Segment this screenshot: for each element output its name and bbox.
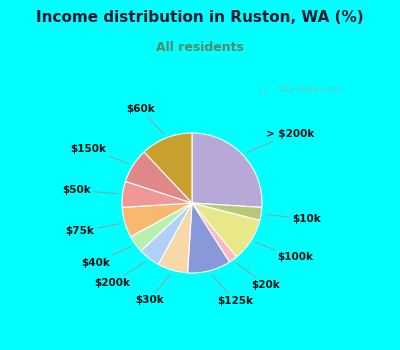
Text: Income distribution in Ruston, WA (%): Income distribution in Ruston, WA (%) xyxy=(36,10,364,25)
Text: $150k: $150k xyxy=(70,144,128,163)
Wedge shape xyxy=(192,133,262,208)
Wedge shape xyxy=(144,133,192,203)
Text: $100k: $100k xyxy=(256,243,314,262)
Text: All residents: All residents xyxy=(156,41,244,54)
Text: $50k: $50k xyxy=(62,185,118,195)
Text: $20k: $20k xyxy=(236,263,280,290)
Wedge shape xyxy=(131,203,192,251)
Wedge shape xyxy=(158,203,192,273)
Wedge shape xyxy=(188,203,230,273)
Text: $40k: $40k xyxy=(81,246,131,268)
Text: ⓘ: ⓘ xyxy=(260,84,266,94)
Text: $125k: $125k xyxy=(212,275,253,306)
Wedge shape xyxy=(122,181,192,208)
Text: $200k: $200k xyxy=(94,261,146,288)
Wedge shape xyxy=(192,203,262,220)
Text: $75k: $75k xyxy=(66,224,120,236)
Text: $10k: $10k xyxy=(266,214,321,224)
Text: $30k: $30k xyxy=(135,274,170,306)
Text: > $200k: > $200k xyxy=(247,128,314,153)
Wedge shape xyxy=(141,203,192,264)
Wedge shape xyxy=(192,203,237,262)
Text: $60k: $60k xyxy=(126,104,164,134)
Wedge shape xyxy=(126,152,192,203)
Wedge shape xyxy=(192,203,260,257)
Wedge shape xyxy=(122,203,192,237)
Text: City-Data.com: City-Data.com xyxy=(278,85,342,94)
